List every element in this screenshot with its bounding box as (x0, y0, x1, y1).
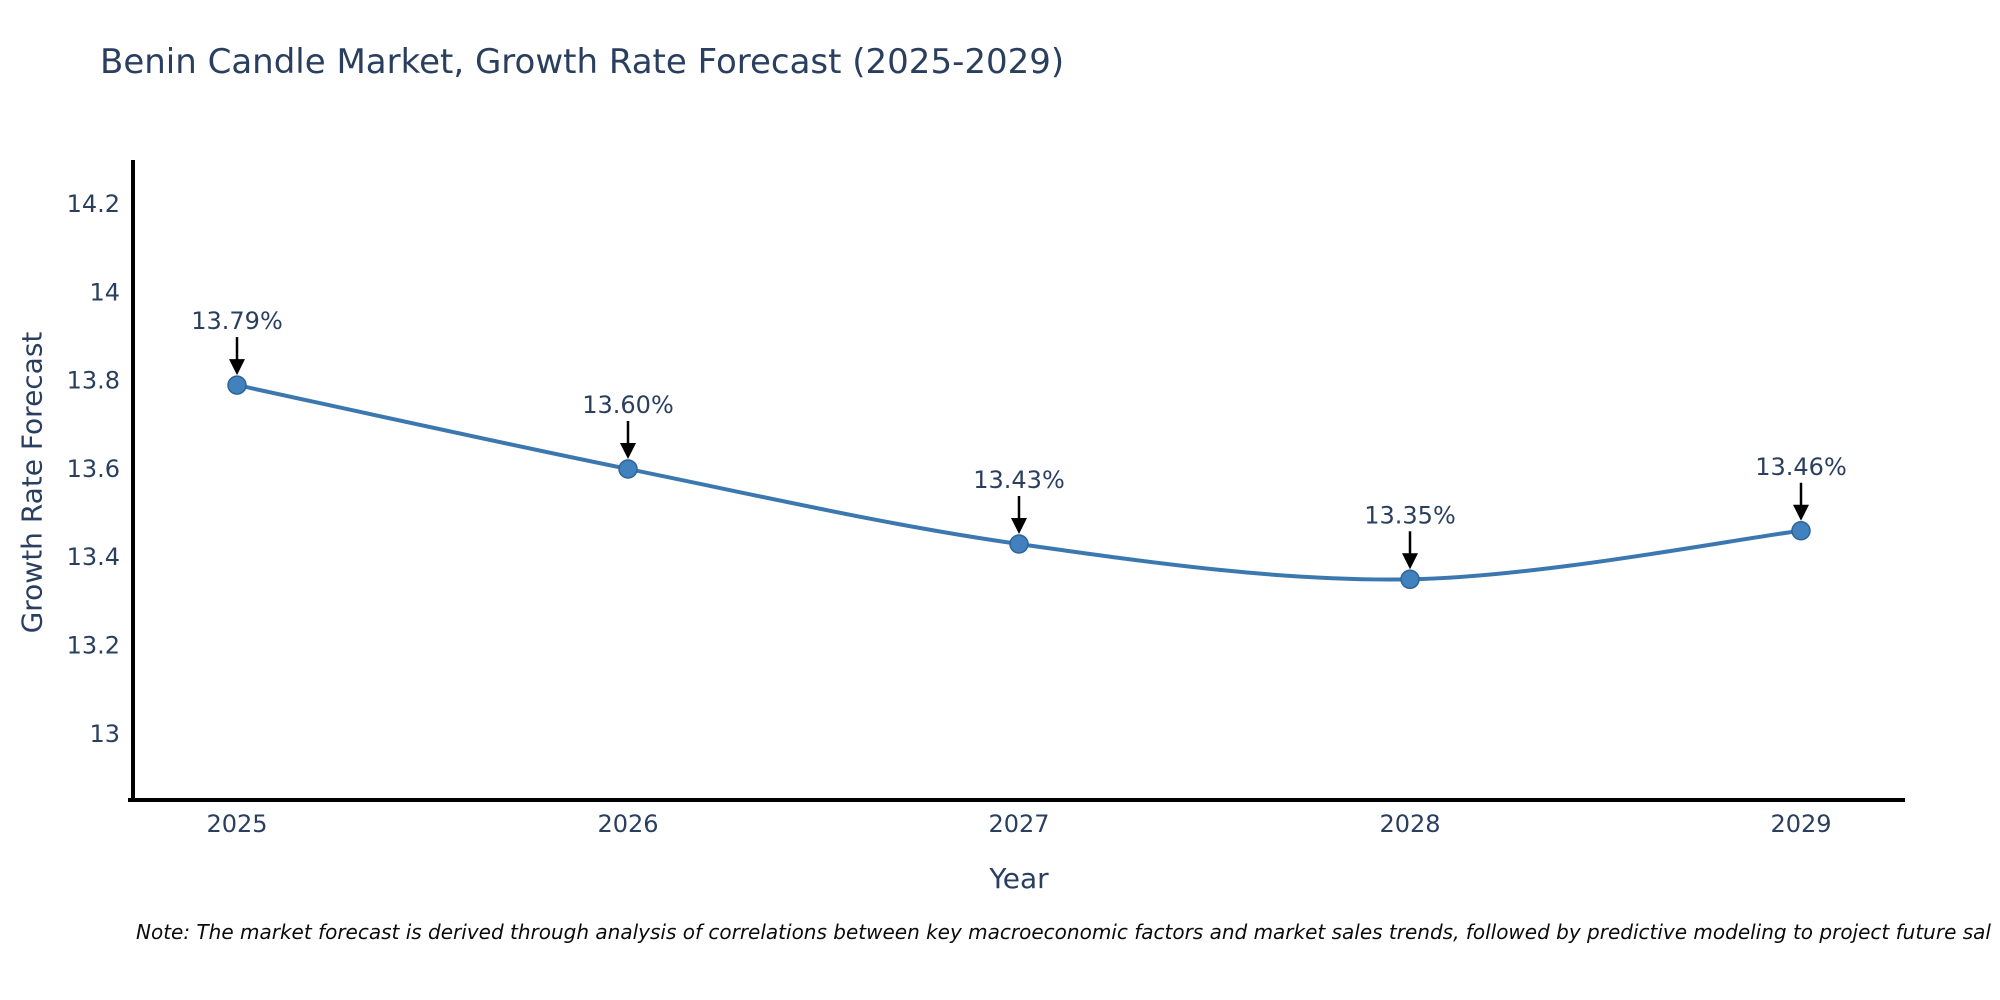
annotation-label: 13.46% (1755, 453, 1847, 481)
data-point-marker (618, 459, 638, 479)
annotation-label: 13.35% (1364, 501, 1456, 529)
annotation-arrowhead (1793, 504, 1809, 521)
data-point-marker (1009, 534, 1029, 554)
annotation-label: 13.79% (191, 307, 283, 335)
chart-title: Benin Candle Market, Growth Rate Forecas… (100, 42, 1065, 82)
y-tick-label: 13.4 (67, 543, 120, 571)
annotation-label: 13.60% (582, 391, 674, 419)
annotation-arrowhead (1402, 553, 1418, 570)
data-point-marker (227, 375, 247, 395)
x-axis-title: Year (989, 862, 1049, 895)
x-tick-label: 2026 (597, 810, 658, 838)
x-tick-label: 2027 (988, 810, 1049, 838)
y-tick-label: 13 (89, 720, 120, 748)
data-point-marker (1791, 521, 1811, 541)
y-tick-label: 14 (89, 278, 120, 306)
y-tick-label: 13.2 (67, 632, 120, 660)
x-tick-label: 2025 (206, 810, 267, 838)
footnote: Note: The market forecast is derived thr… (136, 920, 1991, 944)
x-tick-label: 2028 (1379, 810, 1440, 838)
annotation-label: 13.43% (973, 466, 1065, 494)
annotation-arrowhead (620, 442, 636, 459)
y-tick-label: 13.6 (67, 455, 120, 483)
x-tick-label: 2029 (1770, 810, 1831, 838)
y-tick-label: 14.2 (67, 190, 120, 218)
y-tick-label: 13.8 (67, 367, 120, 395)
annotation-arrowhead (1011, 518, 1027, 534)
data-point-marker (1400, 569, 1420, 590)
annotation-arrowhead (229, 359, 245, 376)
